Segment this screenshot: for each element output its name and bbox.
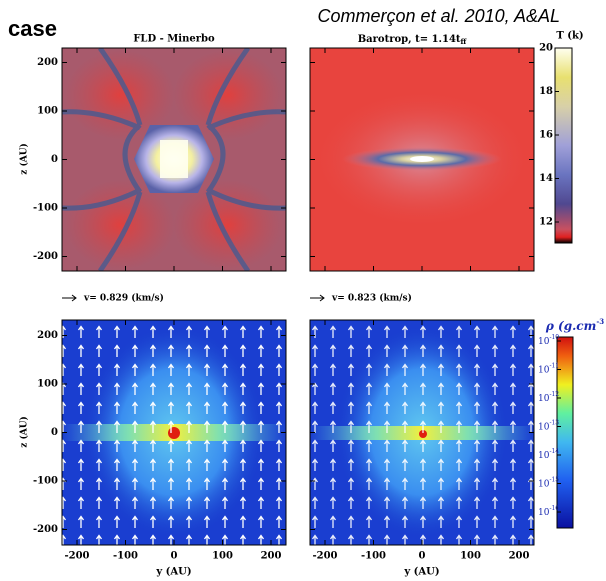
y-axis-label: y (AU) bbox=[403, 567, 439, 578]
y-tick-label: -200 bbox=[64, 551, 89, 562]
colorbar-tick-label: 14 bbox=[539, 173, 553, 184]
panel-title: FLD - Minerbo bbox=[133, 34, 215, 45]
tick-base: 10 bbox=[538, 479, 550, 489]
colorbar-tick-label: 10-15 bbox=[538, 476, 559, 489]
label-sup: -3 bbox=[596, 317, 604, 326]
z-tick-label: 100 bbox=[37, 379, 58, 390]
y-tick-label: 100 bbox=[212, 551, 233, 562]
density-map-fld bbox=[62, 320, 286, 545]
z-tick-label: -200 bbox=[33, 251, 58, 262]
colorbar-tick-label: 10-10 bbox=[538, 334, 559, 347]
colorbar-tick-label: 16 bbox=[539, 130, 553, 141]
velocity-text: v= 0.829 (km/s) bbox=[83, 293, 164, 304]
temperature-map-fld bbox=[62, 48, 286, 271]
colorbar-tick-label: 10-14 bbox=[538, 448, 559, 461]
tick-exp: -11 bbox=[549, 362, 559, 369]
colorbar-tick-label: 10-11 bbox=[538, 362, 559, 375]
colorbar-tick-label: 20 bbox=[539, 43, 553, 54]
z-tick-label: 0 bbox=[51, 427, 58, 438]
z-tick-label: -100 bbox=[33, 203, 58, 214]
velocity-legend: v= 0.829 (km/s) v= 0.823 (km/s) bbox=[62, 293, 412, 304]
z-axis-label: z (AU) bbox=[19, 416, 30, 448]
z-axis-label: z (AU) bbox=[19, 143, 30, 175]
colorbar-label: T (k) bbox=[556, 31, 583, 42]
citation: Commerçon et al. 2010, A&AL bbox=[318, 6, 560, 26]
tick-base: 10 bbox=[538, 337, 550, 347]
tick-base: 10 bbox=[538, 365, 550, 375]
colorbar-tick-label: 10-12 bbox=[538, 391, 559, 404]
tick-exp: -13 bbox=[549, 419, 559, 426]
y-tick-label: -100 bbox=[361, 551, 386, 562]
temperature-map-barotrop bbox=[310, 48, 534, 271]
colorbar-label: ρ (g.cm-3 bbox=[545, 317, 604, 333]
tick-base: 10 bbox=[538, 508, 550, 518]
y-tick-label: 100 bbox=[460, 551, 481, 562]
y-tick-label: 0 bbox=[419, 551, 426, 562]
tick-exp: -10 bbox=[549, 334, 559, 341]
panel-title: Barotrop, t= 1.14tff bbox=[358, 34, 468, 47]
colorbar-tick-label: 10-13 bbox=[538, 419, 559, 432]
tick-base: 10 bbox=[538, 394, 550, 404]
z-tick-label: 0 bbox=[51, 154, 58, 165]
z-tick-label: -100 bbox=[33, 476, 58, 487]
y-tick-label: 200 bbox=[261, 551, 282, 562]
density-map-barotrop bbox=[310, 320, 534, 545]
temperature-colorbar bbox=[554, 47, 573, 244]
velocity-text: v= 0.823 (km/s) bbox=[331, 293, 412, 304]
z-tick-label: 100 bbox=[37, 106, 58, 117]
y-tick-label: -200 bbox=[312, 551, 337, 562]
colorbar-tick-label: 18 bbox=[539, 86, 553, 97]
title-sub: ff bbox=[461, 37, 468, 46]
tick-exp: -15 bbox=[549, 476, 559, 483]
tick-exp: -14 bbox=[549, 448, 559, 455]
colorbar-tick-label: 10-16 bbox=[538, 505, 559, 518]
y-tick-label: -100 bbox=[113, 551, 138, 562]
title-main: Barotrop, t= 1.14t bbox=[358, 34, 461, 45]
label-main: ρ (g.cm bbox=[545, 319, 596, 333]
z-tick-label: 200 bbox=[37, 330, 58, 341]
y-axis-label: y (AU) bbox=[155, 567, 191, 578]
tick-base: 10 bbox=[538, 451, 550, 461]
density-colorbar bbox=[556, 336, 574, 529]
y-tick-label: 200 bbox=[509, 551, 530, 562]
tick-exp: -16 bbox=[549, 505, 559, 512]
case-label: case bbox=[8, 16, 57, 41]
y-tick-label: 0 bbox=[171, 551, 178, 562]
tick-base: 10 bbox=[538, 422, 550, 432]
z-tick-label: -200 bbox=[33, 524, 58, 535]
colorbar-tick-label: 12 bbox=[539, 217, 553, 228]
z-tick-label: 200 bbox=[37, 57, 58, 68]
tick-exp: -12 bbox=[549, 391, 559, 398]
